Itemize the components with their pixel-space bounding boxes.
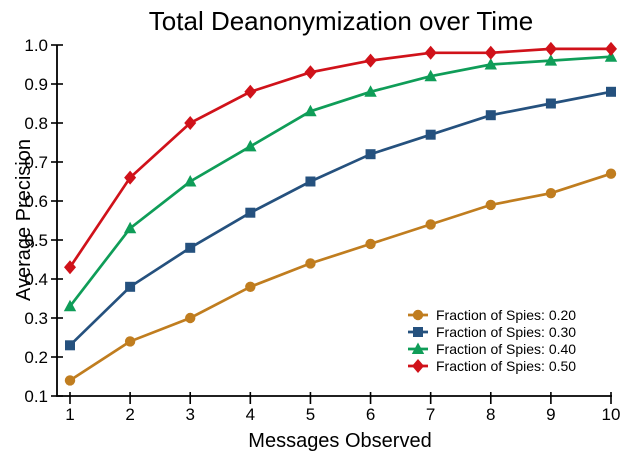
data-point-diamond-icon	[364, 53, 377, 68]
y-tick-label: 0.1	[24, 387, 48, 406]
data-point-circle-icon	[64, 375, 76, 386]
data-point-square-icon	[606, 86, 616, 97]
y-tick-label: 1.0	[24, 36, 48, 55]
data-point-diamond-icon	[484, 45, 497, 60]
x-tick-label: 2	[125, 405, 134, 424]
legend-square-marker-icon	[413, 327, 423, 337]
data-point-triangle-up-icon	[424, 69, 437, 82]
data-point-triangle-up-icon	[184, 175, 197, 187]
data-point-square-icon	[425, 129, 436, 140]
y-tick-label: 0.2	[24, 348, 48, 367]
plot-area: 0.1 0.2 0.3 0.4 0.5 0.6 0.7 0.8 0.9 1.0 1 2 3 4 5 6 7 8 9 1…	[24, 36, 620, 424]
x-tick-label: 5	[306, 405, 315, 424]
data-point-triangle-up-icon	[244, 139, 257, 152]
y-tick-label: 0.5	[24, 231, 48, 250]
legend-entry-label: Fraction of Spies: 0.30	[436, 324, 576, 340]
data-point-square-icon	[185, 242, 196, 253]
data-point-diamond-icon	[424, 45, 437, 60]
series-line-2	[68, 55, 612, 308]
data-point-square-icon	[65, 340, 75, 351]
data-point-circle-icon	[124, 336, 136, 347]
y-tick-label: 0.9	[24, 75, 48, 94]
legend-entry-label: Fraction of Spies: 0.50	[436, 358, 576, 374]
x-tick-label: 10	[602, 405, 620, 424]
legend-entry-label: Fraction of Spies: 0.40	[436, 341, 576, 357]
data-point-diamond-icon	[544, 41, 557, 56]
data-point-triangle-up-icon	[604, 50, 618, 62]
x-tick-label: 3	[185, 405, 194, 424]
data-point-diamond-icon	[304, 65, 317, 80]
data-point-circle-icon	[605, 168, 617, 179]
data-point-triangle-up-icon	[364, 85, 377, 97]
x-tick-label: 4	[246, 405, 255, 424]
data-point-square-icon	[545, 98, 556, 109]
x-tick-label: 1	[65, 405, 74, 424]
data-point-square-icon	[485, 110, 496, 121]
series-line-0	[69, 172, 612, 382]
data-point-circle-icon	[365, 238, 376, 250]
y-axis-label: Average Precision	[13, 139, 35, 301]
data-point-circle-icon	[545, 188, 557, 199]
y-tick-label: 0.6	[24, 192, 48, 211]
y-tick-label: 0.4	[24, 270, 48, 289]
data-point-circle-icon	[485, 199, 496, 211]
data-point-triangle-up-icon	[544, 54, 558, 66]
x-tick-label: 8	[486, 405, 495, 424]
x-tick-label: 6	[366, 405, 375, 424]
data-point-diamond-icon	[605, 41, 617, 56]
data-point-triangle-up-icon	[123, 221, 137, 234]
legend-entry-label: Fraction of Spies: 0.20	[436, 307, 576, 323]
data-point-square-icon	[245, 207, 256, 218]
data-point-circle-icon	[245, 281, 256, 292]
data-point-triangle-up-icon	[484, 58, 497, 70]
legend-triangle-up-marker-icon	[411, 342, 425, 354]
chart-title: Total Deanonymization over Time	[149, 6, 533, 36]
data-point-circle-icon	[305, 258, 316, 269]
data-point-triangle-up-icon	[304, 104, 317, 117]
legend-diamond-marker-icon	[412, 359, 424, 373]
x-axis-label: Messages Observed	[248, 430, 431, 452]
series-line-1	[69, 90, 612, 347]
y-tick-label: 0.8	[24, 114, 48, 133]
y-tick-label: 0.3	[24, 309, 48, 328]
data-point-square-icon	[365, 149, 376, 160]
data-point-circle-icon	[425, 219, 436, 230]
data-point-circle-icon	[185, 312, 196, 324]
x-tick-label: 9	[546, 405, 555, 424]
y-tick-label: 0.7	[24, 153, 48, 172]
legend-circle-marker-icon	[412, 309, 424, 321]
data-point-diamond-icon	[184, 116, 197, 130]
data-point-diamond-icon	[124, 170, 137, 185]
data-point-triangle-up-icon	[63, 299, 77, 312]
x-tick-label: 7	[426, 405, 435, 424]
data-point-diamond-icon	[244, 84, 257, 99]
data-point-diamond-icon	[64, 260, 76, 275]
data-point-square-icon	[305, 176, 316, 187]
data-point-square-icon	[125, 281, 136, 292]
series-line-3	[68, 47, 611, 269]
